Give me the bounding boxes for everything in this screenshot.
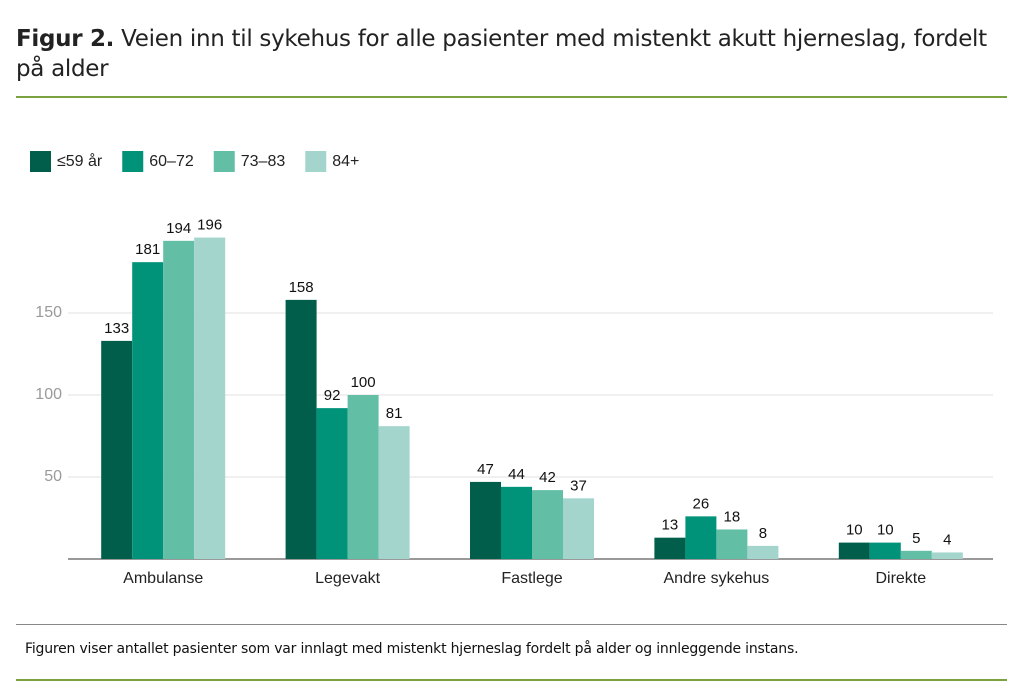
bar — [132, 262, 164, 559]
divider — [16, 624, 1007, 625]
bar — [747, 545, 779, 559]
chart-note: Figuren viser antallet pasienter som var… — [25, 641, 799, 657]
legend-label: ≤59 år — [57, 152, 103, 170]
value-label: 5 — [912, 530, 920, 547]
value-label: 44 — [508, 466, 525, 483]
value-label: 196 — [197, 217, 222, 234]
x-tick-label: Legevakt — [315, 570, 380, 587]
legend-swatch — [305, 151, 327, 172]
bar — [716, 529, 748, 559]
x-tick-label: Ambulanse — [123, 570, 203, 587]
value-label: 10 — [877, 522, 894, 539]
legend-label: 73–83 — [241, 153, 286, 170]
x-tick-label: Fastlege — [501, 570, 562, 587]
legend-swatch — [122, 151, 144, 172]
bar — [900, 550, 932, 559]
value-label: 4 — [943, 531, 951, 548]
y-tick-label: 50 — [44, 468, 62, 485]
y-tick-label: 100 — [35, 386, 62, 403]
divider — [16, 679, 1007, 681]
bar — [869, 542, 901, 559]
value-label: 133 — [104, 320, 129, 337]
bar — [347, 395, 379, 559]
bar — [838, 542, 870, 559]
x-tick-label: Andre sykehus — [663, 570, 769, 587]
x-tick-label: Direkte — [875, 570, 926, 587]
value-label: 37 — [570, 477, 587, 494]
bar — [654, 537, 686, 559]
value-label: 8 — [759, 525, 767, 542]
value-label: 13 — [662, 517, 679, 534]
bar — [101, 340, 133, 559]
bar — [285, 299, 317, 559]
value-label: 42 — [539, 469, 556, 486]
chart-title: Veien inn til sykehus for alle pasienter… — [16, 26, 987, 82]
bar — [931, 552, 963, 559]
value-label: 26 — [693, 495, 710, 512]
value-label: 100 — [351, 374, 376, 391]
value-label: 81 — [386, 405, 403, 422]
y-tick-label: 150 — [35, 304, 62, 321]
bar — [685, 516, 717, 559]
bar — [316, 408, 348, 559]
value-label: 92 — [324, 387, 341, 404]
value-label: 194 — [166, 220, 191, 237]
bar — [378, 426, 410, 559]
title-block: Figur 2. Veien inn til sykehus for alle … — [16, 24, 1006, 84]
bar — [563, 498, 594, 559]
value-label: 18 — [724, 508, 741, 525]
figure-label: Figur 2. — [16, 26, 115, 52]
legend-swatch — [213, 151, 235, 172]
legend-swatch — [30, 151, 51, 172]
legend-label: 84+ — [332, 153, 359, 170]
legend-label: 60–72 — [149, 153, 194, 170]
bar — [163, 240, 195, 559]
divider — [16, 96, 1007, 98]
value-label: 47 — [477, 461, 494, 478]
value-label: 158 — [289, 279, 314, 296]
bar — [470, 481, 501, 559]
bar — [194, 237, 226, 559]
value-label: 10 — [846, 522, 863, 539]
value-label: 181 — [135, 241, 160, 258]
bar — [501, 486, 532, 559]
bar — [532, 490, 563, 559]
